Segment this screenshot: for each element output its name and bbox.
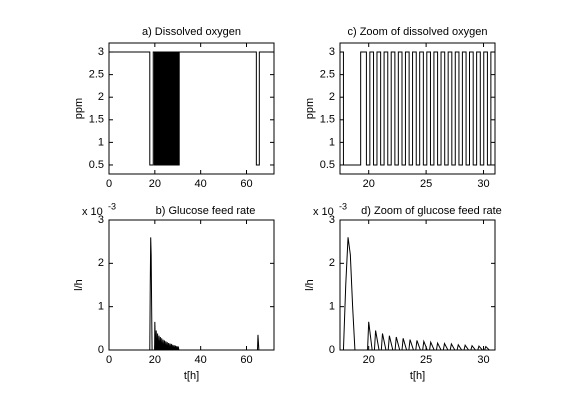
axes-box bbox=[108, 219, 275, 351]
y-tick-label: 1 bbox=[329, 301, 335, 313]
y-tick-label: 2 bbox=[329, 91, 335, 103]
x-tick-label: 0 bbox=[106, 178, 112, 190]
y-tick-label: 3 bbox=[98, 46, 104, 58]
y-tick-label: 1 bbox=[98, 136, 104, 148]
plot-area bbox=[109, 43, 274, 174]
data-line bbox=[109, 51, 274, 166]
y-tick-label: 3 bbox=[329, 46, 335, 58]
x-tick-label: 60 bbox=[240, 354, 252, 366]
x-tick-label: 30 bbox=[477, 178, 489, 190]
y-tick-label: 1 bbox=[329, 136, 335, 148]
data-line bbox=[109, 237, 274, 351]
x-tick-label: 0 bbox=[106, 354, 112, 366]
chart-title: a) Dissolved oxygen bbox=[142, 26, 241, 38]
y-axis-label: ppm bbox=[304, 98, 316, 119]
x-tick-label: 60 bbox=[240, 178, 252, 190]
y-tick-label: 0.5 bbox=[89, 159, 104, 171]
y-tick-label: 2.5 bbox=[89, 69, 104, 81]
y-axis-label: ppm bbox=[73, 98, 85, 119]
y-tick-label: 2 bbox=[329, 257, 335, 269]
y-multiplier: x 10 bbox=[313, 206, 334, 218]
y-axis-label: l/h bbox=[304, 279, 316, 291]
axes-box bbox=[339, 42, 496, 175]
x-axis-label: t[h] bbox=[410, 370, 425, 382]
chart-title: d) Zoom of glucose feed rate bbox=[361, 205, 502, 217]
x-tick-label: 20 bbox=[149, 178, 161, 190]
chart-title: c) Zoom of dissolved oxygen bbox=[347, 26, 487, 38]
y-tick-label: 2 bbox=[98, 257, 104, 269]
y-axis-label: l/h bbox=[73, 279, 85, 291]
y-tick-label: 0 bbox=[98, 344, 104, 356]
plot-area bbox=[340, 43, 495, 174]
x-tick-label: 40 bbox=[195, 178, 207, 190]
x-tick-label: 40 bbox=[195, 354, 207, 366]
y-tick-label: 3 bbox=[98, 214, 104, 226]
x-tick-label: 20 bbox=[363, 354, 375, 366]
plot-area bbox=[109, 220, 274, 350]
x-axis-label: t[h] bbox=[184, 370, 199, 382]
x-tick-label: 25 bbox=[420, 178, 432, 190]
y-tick-label: 0.5 bbox=[320, 159, 335, 171]
chart-title: b) Glucose feed rate bbox=[156, 205, 256, 217]
x-tick-label: 30 bbox=[477, 354, 489, 366]
x-tick-label: 25 bbox=[420, 354, 432, 366]
y-tick-label: 1.5 bbox=[89, 114, 104, 126]
plot-area bbox=[340, 220, 495, 350]
y-tick-label: 2 bbox=[98, 91, 104, 103]
y-tick-label: 1 bbox=[98, 301, 104, 313]
data-line bbox=[340, 51, 495, 166]
y-tick-label: 2.5 bbox=[320, 69, 335, 81]
y-multiplier-exponent: -3 bbox=[108, 201, 116, 211]
axes-box bbox=[108, 42, 275, 175]
x-tick-label: 20 bbox=[363, 178, 375, 190]
y-tick-label: 3 bbox=[329, 214, 335, 226]
x-tick-label: 20 bbox=[149, 354, 161, 366]
axes-box bbox=[339, 219, 496, 351]
y-tick-label: 1.5 bbox=[320, 114, 335, 126]
y-tick-label: 0 bbox=[329, 344, 335, 356]
y-multiplier-exponent: -3 bbox=[339, 201, 347, 211]
y-multiplier: x 10 bbox=[82, 206, 103, 218]
